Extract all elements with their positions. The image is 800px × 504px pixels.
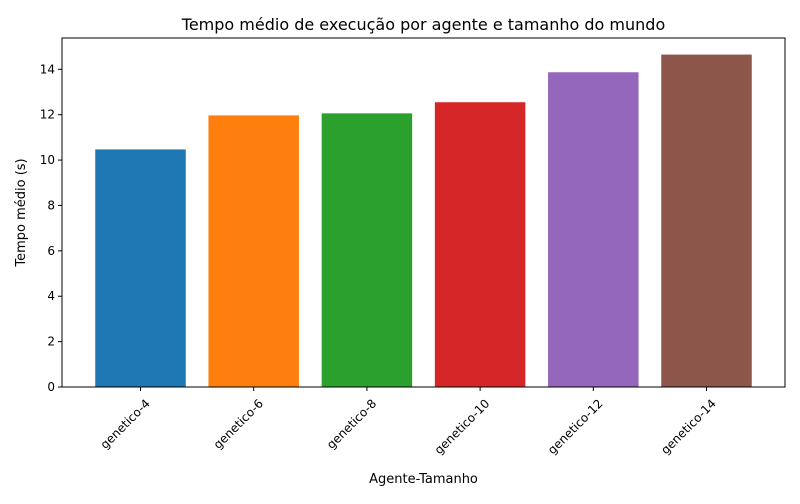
x-tick-label: genetico-14 [658, 396, 719, 457]
y-tick-label: 2 [47, 335, 55, 349]
y-tick-label: 10 [40, 153, 55, 167]
bar-genetico-14 [661, 54, 752, 387]
y-tick-label: 6 [47, 244, 55, 258]
axes-layer [61, 37, 786, 388]
y-tick-label: 12 [40, 108, 55, 122]
plot-frame [61, 37, 786, 388]
x-tick-label: genetico-6 [211, 396, 266, 451]
bar-genetico-10 [434, 102, 526, 387]
bars-layer [95, 54, 752, 387]
x-tick-label: genetico-10 [432, 396, 493, 457]
bar-genetico-6 [208, 115, 299, 387]
y-tick-label: 4 [47, 289, 55, 303]
y-axis-ticks: 0 2 4 6 8 10 12 14 [40, 62, 62, 394]
y-tick-label: 0 [47, 380, 55, 394]
bar-genetico-8 [321, 113, 413, 387]
bar-genetico-12 [548, 72, 639, 387]
y-tick-label: 14 [40, 62, 55, 76]
y-axis-label: Tempo médio (s) [14, 158, 29, 267]
x-axis-label: Agente-Tamanho [369, 472, 478, 487]
x-axis-ticks: genetico-4 genetico-6 genetico-8 genetico-1… [98, 387, 719, 457]
x-tick-label: genetico-8 [324, 396, 379, 451]
y-tick-label: 8 [47, 198, 55, 212]
chart-title: Tempo médio de execução por agente e tam… [181, 15, 665, 34]
x-tick-label: genetico-12 [545, 396, 606, 457]
x-tick-label: genetico-4 [98, 396, 153, 451]
bar-genetico-4 [95, 149, 186, 387]
